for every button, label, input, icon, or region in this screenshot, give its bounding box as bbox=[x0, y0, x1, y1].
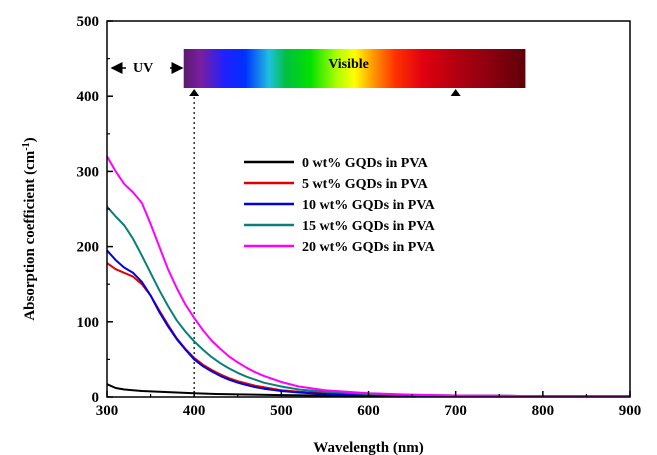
series-line-2 bbox=[106, 249, 630, 398]
legend-label: 0 wt% GQDs in PVA bbox=[302, 156, 429, 171]
series-group bbox=[106, 155, 630, 398]
band-markers bbox=[189, 89, 461, 96]
series-line-4 bbox=[106, 155, 630, 398]
y-tick-label: 400 bbox=[77, 89, 100, 105]
series-line-3 bbox=[106, 206, 630, 398]
visible-label: Visible bbox=[328, 57, 369, 72]
x-tick-label: 600 bbox=[357, 403, 380, 419]
series-line-1 bbox=[106, 262, 630, 398]
y-tick-label: 300 bbox=[77, 164, 100, 180]
uv-label: UV bbox=[133, 61, 153, 76]
y-axis-ticks: 0 100 200 300 400 500 bbox=[77, 14, 113, 406]
band-marker-triangle bbox=[189, 89, 200, 96]
legend: 0 wt% GQDs in PVA 5 wt% GQDs in PVA 10 wt%… bbox=[244, 156, 436, 255]
x-tick-label: 800 bbox=[532, 403, 555, 419]
x-axis-ticks: 300 400 500 600 700 800 900 bbox=[96, 391, 642, 419]
x-axis-title: Wavelength (nm) bbox=[313, 440, 423, 455]
y-axis-title-tail: ) bbox=[22, 137, 38, 142]
x-tick-label: 900 bbox=[619, 403, 642, 419]
y-tick-label: 100 bbox=[77, 315, 100, 331]
legend-label: 5 wt% GQDs in PVA bbox=[302, 177, 429, 192]
y-tick-label: 0 bbox=[92, 390, 100, 406]
legend-label: 20 wt% GQDs in PVA bbox=[302, 240, 436, 255]
x-tick-label: 300 bbox=[96, 403, 119, 419]
y-tick-label: 500 bbox=[77, 14, 100, 30]
y-tick-label: 200 bbox=[77, 240, 100, 256]
x-tick-label: 500 bbox=[270, 403, 293, 419]
y-axis-title-main: Absorption coefficient (cm bbox=[22, 150, 38, 320]
x-tick-label: 700 bbox=[444, 403, 467, 419]
y-axis-title: Absorption coefficient (cm-1) bbox=[21, 137, 38, 320]
legend-label: 15 wt% GQDs in PVA bbox=[302, 219, 436, 234]
legend-label: 10 wt% GQDs in PVA bbox=[302, 198, 436, 213]
y-axis-title-superscript: -1 bbox=[21, 142, 32, 150]
band-marker-triangle bbox=[450, 89, 461, 96]
x-tick-label: 400 bbox=[183, 403, 206, 419]
visible-spectrum-band bbox=[183, 49, 526, 88]
